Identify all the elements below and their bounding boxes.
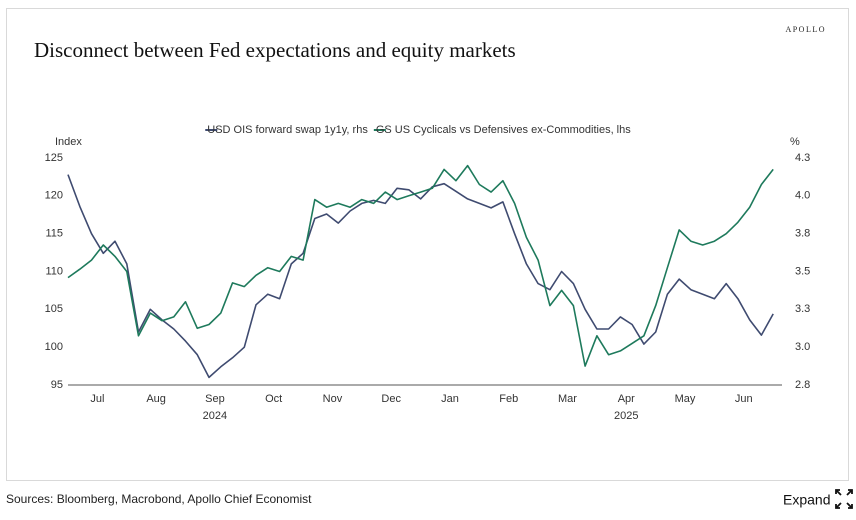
chart-card xyxy=(6,8,849,481)
legend-label: GS US Cyclicals vs Defensives ex-Commodi… xyxy=(376,124,631,136)
y-tick-label: 115 xyxy=(45,228,63,240)
brand: APOLLO xyxy=(785,25,826,34)
legend-item: GS US Cyclicals vs Defensives ex-Commodi… xyxy=(373,124,631,136)
x-tick-label: Jan xyxy=(441,393,459,405)
x-tick-label: May xyxy=(675,393,696,405)
x-tick-label: Nov xyxy=(323,393,343,405)
y2-tick-label: 3.8 xyxy=(795,228,810,240)
y2-tick-label: 3.3 xyxy=(795,303,810,315)
expand-label[interactable]: Expand xyxy=(783,492,830,508)
legend-item: USD OIS forward swap 1y1y, rhs xyxy=(205,124,368,136)
y2-tick-label: 4.3 xyxy=(795,152,810,164)
y-tick-label: 110 xyxy=(45,265,63,277)
legend: USD OIS forward swap 1y1y, rhs GS US Cycl… xyxy=(205,124,631,136)
series-line xyxy=(67,174,774,379)
x-tick-label: Jun xyxy=(735,393,753,405)
y-tick-label: 125 xyxy=(45,152,63,164)
y2-axis-title: % xyxy=(790,136,800,148)
x-tick-label: Oct xyxy=(265,393,282,405)
y-tick-label: 105 xyxy=(45,303,63,315)
x-tick-label: Dec xyxy=(381,393,401,405)
y2-tick-label: 2.8 xyxy=(795,379,810,391)
x-tick-label: Jul xyxy=(90,393,104,405)
source-note: Sources: Bloomberg, Macrobond, Apollo Ch… xyxy=(6,492,312,506)
x-year-label: 2025 xyxy=(614,410,638,422)
x-tick-label: Feb xyxy=(499,393,518,405)
expand-icon[interactable] xyxy=(835,489,853,509)
x-tick-label: Aug xyxy=(146,393,166,405)
y-tick-label: 120 xyxy=(45,190,63,202)
legend-label: USD OIS forward swap 1y1y, rhs xyxy=(207,124,368,136)
y2-tick-label: 3.5 xyxy=(795,265,810,277)
x-year-label: 2024 xyxy=(203,410,227,422)
y-tick-label: 100 xyxy=(45,341,63,353)
x-tick-label: Sep xyxy=(205,393,225,405)
chart-title: Disconnect between Fed expectations and … xyxy=(34,38,516,62)
y2-tick-label: 3.0 xyxy=(795,341,810,353)
x-tick-label: Mar xyxy=(558,393,577,405)
expand-button[interactable]: Expand xyxy=(783,489,853,509)
y-axis-title: Index xyxy=(55,136,82,148)
y2-tick-label: 4.0 xyxy=(795,190,810,202)
series-line xyxy=(67,164,774,367)
x-tick-label: Apr xyxy=(618,393,635,405)
y-tick-label: 95 xyxy=(51,379,63,391)
